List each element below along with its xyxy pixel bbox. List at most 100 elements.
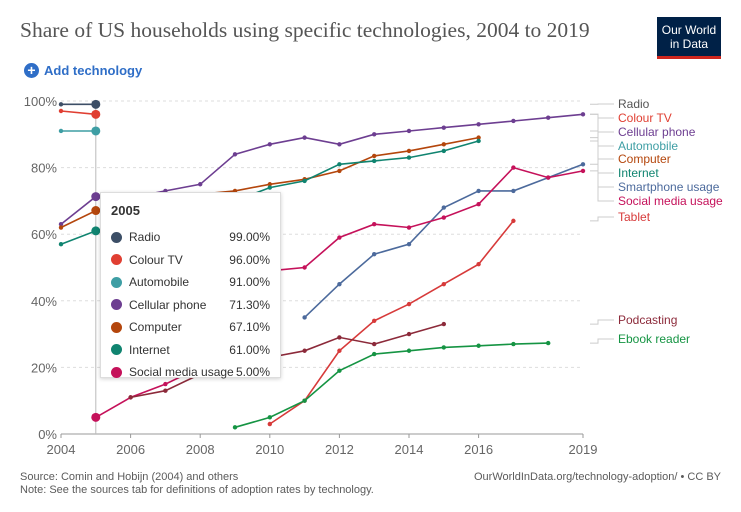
series-line (269, 220, 515, 425)
plus-icon: + (24, 63, 39, 78)
series-line (234, 342, 549, 429)
data-point (546, 115, 551, 120)
data-point (580, 162, 586, 167)
legend-connector (590, 319, 614, 325)
add-technology-button[interactable]: + Add technology (24, 63, 142, 78)
data-point (372, 153, 377, 159)
series-line (304, 163, 584, 318)
tooltip-row: Computer 67.10% (111, 316, 270, 339)
chart-title: Share of US households using specific te… (20, 18, 590, 42)
data-point (337, 348, 342, 353)
tooltip-rows: Radio 99.00% Colour TV 96.00% Automobile 91.0… (111, 226, 270, 384)
data-point (337, 142, 342, 147)
legend-label: Tablet (618, 210, 651, 224)
legend-connector (590, 130, 614, 147)
data-point (441, 281, 446, 287)
owid-logo[interactable]: Our World in Data (657, 17, 721, 59)
tooltip-series-name: Social media usage (129, 365, 234, 380)
data-point (337, 168, 342, 174)
data-point (337, 235, 342, 240)
data-point (58, 225, 64, 230)
legend-connector (590, 216, 614, 222)
data-point (441, 321, 446, 327)
data-point (91, 126, 101, 136)
data-point (406, 225, 412, 230)
x-tick-label: 2006 (116, 442, 145, 457)
data-point (511, 118, 516, 124)
data-point (267, 185, 272, 190)
legend-label: Internet (618, 166, 659, 180)
tooltip-row: Colour TV 96.00% (111, 249, 270, 272)
series-color-dot (111, 276, 122, 288)
tooltip-series-name: Internet (129, 342, 170, 357)
data-point (406, 128, 412, 134)
series-color-dot (111, 344, 122, 356)
data-point (58, 241, 64, 247)
tooltip-row: Radio 99.00% (111, 226, 270, 249)
series-color-dot (111, 299, 122, 311)
data-point (302, 265, 307, 270)
legend-connector (590, 140, 614, 174)
tooltip-series-name: Radio (129, 230, 161, 245)
data-point (476, 202, 481, 207)
tooltip-row: Cellular phone 71.30% (111, 294, 270, 317)
data-point (267, 182, 272, 187)
y-tick-label: 40% (31, 294, 57, 309)
data-point (441, 142, 446, 147)
line-chart[interactable]: 0% 20% 40% 60% 80% 100% 2004 2006 2008 2010 2012 20… (0, 0, 741, 460)
tooltip-series-value: 61.00% (229, 342, 270, 357)
legend-connector (590, 113, 614, 119)
data-point (302, 348, 307, 353)
data-point (337, 335, 342, 340)
data-point (128, 395, 133, 400)
x-tick-label: 2008 (186, 442, 215, 457)
data-point (337, 281, 342, 287)
data-point (302, 398, 307, 403)
data-point (267, 142, 272, 147)
data-point (476, 261, 481, 267)
data-point (580, 112, 586, 117)
data-point (302, 178, 307, 184)
series-color-dot (111, 231, 122, 243)
x-tick-label: 2012 (325, 442, 354, 457)
legend-connector (590, 113, 614, 133)
legend-label: Computer (618, 152, 671, 166)
data-point (372, 132, 377, 137)
tooltip-series-value: 99.00% (229, 230, 270, 245)
series-line (130, 323, 445, 399)
tooltip-series-value: 91.00% (229, 275, 270, 290)
legend-label: Social media usage (618, 194, 723, 208)
data-point (232, 425, 238, 430)
y-tick-label: 80% (31, 161, 57, 176)
data-point (91, 99, 101, 109)
data-point (476, 138, 481, 144)
tooltip-row: Internet 61.00% (111, 339, 270, 362)
series-color-dot (111, 321, 122, 333)
data-point (267, 415, 272, 420)
data-point (372, 351, 377, 357)
data-point (546, 340, 551, 346)
footer-source-note: Source: Comin and Hobijn (2004) and othe… (20, 471, 374, 497)
legend-connector (590, 163, 614, 188)
data-point (163, 381, 168, 387)
tooltip-series-name: Automobile (129, 275, 190, 290)
data-point (546, 175, 551, 180)
tooltip-year: 2005 (111, 203, 140, 218)
data-point (58, 108, 64, 114)
legend-label: Podcasting (618, 313, 677, 327)
logo-line-2: in Data (669, 37, 709, 51)
data-point (372, 222, 377, 227)
legend-connector (590, 338, 614, 344)
data-point (337, 368, 342, 373)
footer-url[interactable]: OurWorldInData.org/technology-adoption/ … (474, 471, 721, 483)
data-point (91, 412, 101, 422)
data-point (163, 388, 168, 393)
data-point (476, 343, 481, 348)
data-point (441, 205, 446, 210)
data-point (441, 148, 446, 154)
y-tick-label: 100% (24, 94, 58, 109)
data-point (91, 226, 101, 236)
data-point (406, 155, 412, 160)
data-point (302, 315, 307, 320)
tooltip-series-value: 5.00% (235, 365, 270, 380)
